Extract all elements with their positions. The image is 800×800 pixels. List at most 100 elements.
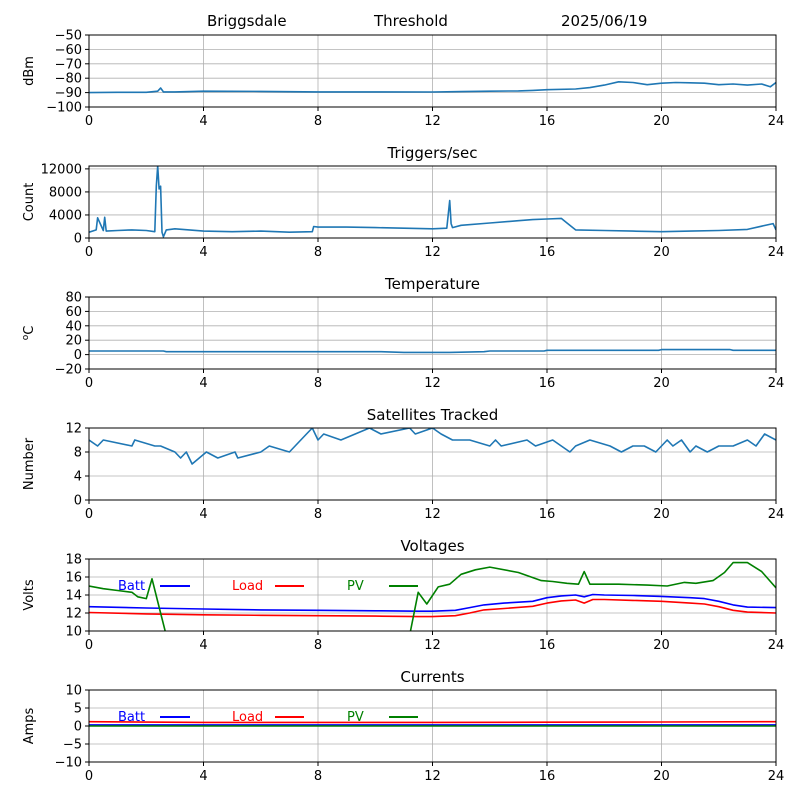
x-tick-label: 0 (85, 114, 93, 129)
y-tick-label: 16 (65, 571, 82, 586)
panel-title: Voltages (400, 537, 464, 555)
x-tick-label: 24 (768, 376, 785, 391)
x-tick-label: 4 (199, 769, 207, 784)
y-tick-label: 0 (74, 232, 82, 247)
y-tick-label: −80 (55, 72, 82, 87)
panel-title: Triggers/sec (387, 144, 478, 162)
x-tick-label: 16 (539, 769, 556, 784)
x-tick-label: 24 (768, 245, 785, 260)
panel-title: Temperature (384, 275, 480, 293)
y-tick-label: 20 (65, 334, 82, 349)
series-group (89, 561, 776, 631)
series-group (89, 428, 776, 465)
x-tick-label: 4 (199, 114, 207, 129)
y-axis-label: Count (22, 183, 37, 222)
y-axis-label: dBm (22, 56, 37, 86)
y-tick-label: 18 (65, 553, 82, 568)
y-axis-label: Amps (22, 707, 37, 744)
x-tick-label: 12 (424, 769, 441, 784)
x-tick-label: 16 (539, 245, 556, 260)
x-tick-label: 24 (768, 507, 785, 522)
y-tick-label: 12 (65, 607, 82, 622)
x-tick-label: 20 (653, 769, 670, 784)
series-group (89, 166, 776, 238)
x-tick-label: 20 (653, 245, 670, 260)
legend-label-pv: PV (347, 579, 364, 594)
x-tick-label: 8 (314, 507, 322, 522)
legend-label-load: Load (232, 579, 263, 594)
x-tick-label: 0 (85, 245, 93, 260)
x-tick-label: 8 (314, 376, 322, 391)
panel-6: 0 4 8 12 16 20 24 −10 −5 0 5 10 Currents Amps Batt Load… (22, 668, 784, 784)
series-line-1 (89, 348, 776, 354)
y-tick-label: −50 (55, 29, 82, 44)
x-tick-label: 16 (539, 114, 556, 129)
x-tick-label: 8 (314, 769, 322, 784)
x-tick-label: 24 (768, 114, 785, 129)
x-tick-label: 16 (539, 638, 556, 653)
header-date: 2025/06/19 (561, 12, 647, 30)
y-tick-label: 8000 (49, 185, 82, 200)
y-tick-label: 60 (65, 305, 82, 320)
legend-label-load: Load (232, 710, 263, 725)
y-axis-label: Number (22, 437, 37, 490)
y-tick-label: 0 (74, 348, 82, 363)
x-tick-label: 20 (653, 638, 670, 653)
header-mode: Threshold (373, 12, 448, 30)
series-group (89, 348, 776, 354)
x-tick-label: 20 (653, 507, 670, 522)
x-tick-label: 0 (85, 507, 93, 522)
y-tick-label: −60 (55, 43, 82, 58)
series-line-1 (89, 428, 776, 465)
series-line-1 (89, 81, 776, 94)
series-line-1 (89, 166, 776, 238)
y-tick-label: −5 (63, 738, 82, 753)
x-tick-label: 0 (85, 376, 93, 391)
y-tick-label: 80 (65, 291, 82, 306)
panel-title: Satellites Tracked (367, 406, 498, 424)
y-tick-label: −100 (46, 101, 82, 116)
y-tick-label: −10 (55, 756, 82, 771)
x-tick-label: 8 (314, 245, 322, 260)
legend-label-batt: Batt (118, 579, 145, 594)
x-tick-label: 0 (85, 769, 93, 784)
y-tick-label: 0 (74, 494, 82, 509)
y-tick-label: 0 (74, 720, 82, 735)
x-tick-label: 12 (424, 245, 441, 260)
header-site: Briggsdale (207, 12, 287, 30)
y-axis-label: oC (21, 326, 37, 341)
y-tick-label: 12 (65, 422, 82, 437)
y-tick-label: 10 (65, 625, 82, 640)
x-tick-label: 12 (424, 507, 441, 522)
series-line-batt (89, 593, 776, 613)
y-tick-label: −70 (55, 57, 82, 72)
x-tick-label: 8 (314, 114, 322, 129)
panel-title: Currents (400, 668, 464, 686)
x-tick-label: 4 (199, 376, 207, 391)
y-tick-label: 5 (74, 702, 82, 717)
series-group (89, 81, 776, 94)
x-tick-label: 4 (199, 507, 207, 522)
x-tick-label: 8 (314, 638, 322, 653)
y-axis-label: Volts (22, 579, 37, 611)
x-tick-label: 12 (424, 376, 441, 391)
y-tick-label: −90 (55, 86, 82, 101)
y-tick-label: 4 (74, 470, 82, 485)
x-tick-label: 12 (424, 638, 441, 653)
x-tick-label: 12 (424, 114, 441, 129)
x-tick-label: 0 (85, 638, 93, 653)
x-tick-label: 4 (199, 638, 207, 653)
y-tick-label: 40 (65, 319, 82, 334)
y-tick-label: 14 (65, 589, 82, 604)
x-tick-label: 4 (199, 245, 207, 260)
x-tick-label: 20 (653, 376, 670, 391)
x-tick-label: 20 (653, 114, 670, 129)
series-line-load (89, 598, 776, 618)
x-tick-label: 16 (539, 376, 556, 391)
x-tick-label: 24 (768, 769, 785, 784)
panel-4: 0 4 8 12 16 20 24 0 4 8 12 Satellites Tracked Number (22, 406, 784, 522)
